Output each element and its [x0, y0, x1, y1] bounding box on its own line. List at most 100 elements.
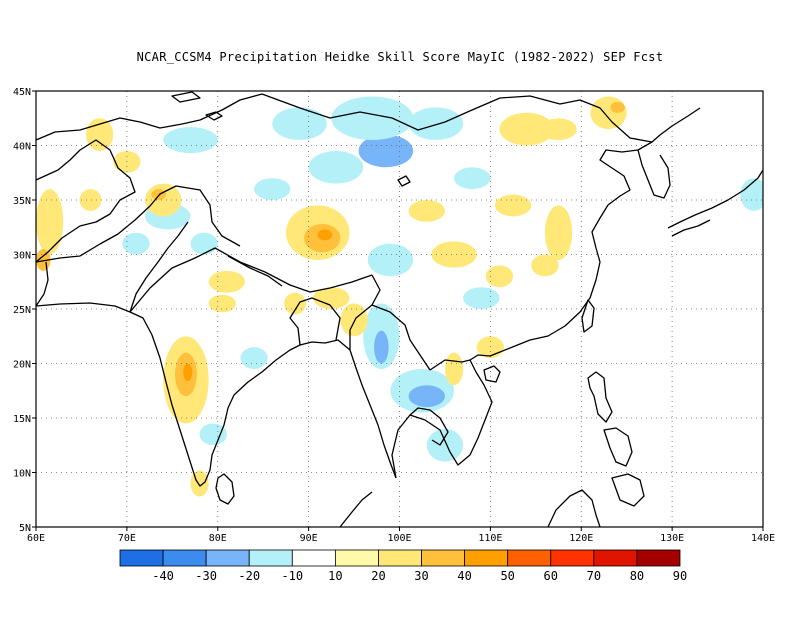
skill-patch — [163, 126, 218, 154]
x-tick-label: 140E — [751, 533, 775, 544]
coastline-korea — [637, 149, 671, 199]
x-tick-label: 130E — [660, 533, 684, 544]
skill-patch — [454, 167, 491, 190]
skill-patch — [494, 194, 532, 217]
colorbar-swatch — [291, 549, 336, 567]
y-tick-label: 5N — [19, 523, 31, 534]
coastline-sumatra — [339, 491, 373, 527]
colorbar: -40 -30 -20 -10 10 20 30 40 50 60 70 80 90 — [119, 549, 687, 583]
coastlines-and-borders — [36, 91, 763, 527]
skill-patch — [122, 232, 150, 255]
colorbar-swatch — [593, 549, 638, 567]
skill-patch — [240, 347, 268, 369]
y-tick-label: 35N — [13, 196, 31, 207]
skill-patch — [85, 118, 114, 151]
skill-patch — [190, 470, 209, 497]
x-tick-label: 100E — [387, 533, 411, 544]
colorbar-swatch — [421, 549, 466, 567]
border-central-asia — [36, 93, 263, 141]
colorbar-swatch — [248, 549, 293, 567]
coastline-bengal-burma — [299, 339, 397, 479]
skill-patch — [308, 150, 364, 184]
border-india-pakistan — [129, 221, 189, 313]
colorbar-label: 30 — [414, 569, 428, 583]
colorbar-swatch — [636, 549, 681, 567]
colorbar-swatch — [507, 549, 552, 567]
x-tick-label: 120E — [569, 533, 593, 544]
skill-patch — [531, 254, 559, 277]
colorbar-label: 80 — [630, 569, 644, 583]
x-tick-label: 90E — [300, 533, 318, 544]
colorbar-swatch — [464, 549, 509, 567]
colorbar-label: 90 — [673, 569, 687, 583]
coastline-philippines-visayas — [603, 427, 633, 467]
y-tick-label: 25N — [13, 305, 31, 316]
skill-patch — [610, 101, 625, 113]
colorbar-swatch — [334, 549, 379, 567]
coastline-gulf-thailand — [409, 407, 449, 446]
skill-patch — [426, 428, 464, 462]
skill-patch — [590, 96, 627, 130]
border-bangladesh — [289, 297, 341, 346]
colorbar-label: -20 — [238, 569, 260, 583]
skill-patch — [499, 112, 554, 146]
skill-patch — [340, 303, 368, 337]
colorbar-swatch — [205, 549, 250, 567]
y-tick-label: 10N — [13, 469, 31, 480]
lat-lon-grid — [36, 91, 763, 527]
colorbar-label: -10 — [281, 569, 303, 583]
skill-patch — [358, 134, 414, 168]
colorbar-swatch — [378, 549, 422, 567]
skill-patch — [317, 229, 333, 241]
skill-patch — [208, 270, 246, 293]
skill-patch — [431, 241, 477, 268]
y-tick-label: 40N — [13, 142, 31, 153]
island-sri-lanka — [215, 473, 235, 505]
skill-patch — [367, 243, 414, 277]
colorbar-swatch — [550, 549, 595, 567]
colorbar-label: 60 — [544, 569, 558, 583]
skill-patch — [540, 118, 577, 141]
map-title: NCAR_CCSM4 Precipitation Heidke Skill Sc… — [136, 50, 664, 64]
coastline-philippines-mindanao — [611, 473, 645, 507]
coastline-japan — [667, 169, 763, 229]
skill-patch — [408, 200, 445, 222]
coastline-indochina — [391, 351, 501, 479]
coastline-borneo — [547, 489, 601, 527]
border-myanmar-east — [371, 304, 431, 371]
lake-balkhash — [171, 91, 201, 103]
colorbar-label: 40 — [457, 569, 471, 583]
skill-patch — [199, 423, 227, 446]
skill-patch — [272, 107, 327, 141]
colorbar-label: 70 — [587, 569, 601, 583]
skill-patch — [284, 292, 306, 315]
skill-patch — [79, 189, 102, 211]
x-tick-label: 70E — [118, 533, 136, 544]
skill-patch — [408, 385, 445, 408]
border-mongolia — [261, 93, 653, 143]
x-axis-ticks: 60E 70E 80E 90E 100E 110E 120E 130E 140E — [27, 527, 775, 544]
x-tick-label: 80E — [209, 533, 227, 544]
skill-patch — [36, 189, 64, 255]
border-china-west — [36, 185, 241, 263]
border-laos-vietnam — [429, 359, 471, 371]
coastline-india-west — [36, 302, 301, 487]
x-tick-label: 60E — [27, 533, 45, 544]
y-tick-label: 15N — [13, 414, 31, 425]
island-taiwan — [581, 299, 595, 333]
skill-patch — [485, 265, 514, 288]
skill-patch — [444, 352, 464, 386]
coastline-north-china — [599, 107, 701, 206]
skill-patch — [313, 287, 350, 309]
skill-patch — [254, 178, 291, 201]
border-nepal — [227, 255, 283, 287]
skill-patch — [408, 107, 464, 141]
lake-qinghai — [397, 175, 411, 187]
skill-patch — [374, 330, 389, 364]
skill-patch — [331, 96, 414, 141]
colorbar-label: 50 — [500, 569, 514, 583]
colorbar-swatch — [119, 549, 164, 567]
skill-patch — [740, 178, 763, 211]
y-tick-label: 20N — [13, 360, 31, 371]
